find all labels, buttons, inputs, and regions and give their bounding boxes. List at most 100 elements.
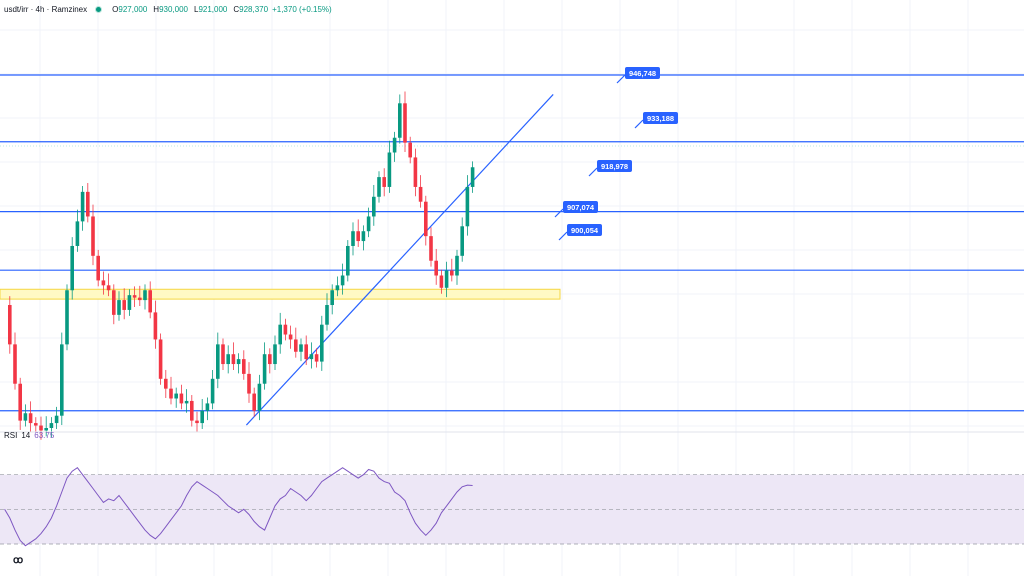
tradingview-logo-icon[interactable]: ꝏ	[13, 555, 23, 566]
candle-body	[273, 344, 277, 365]
candle-body	[413, 157, 418, 187]
candle-body	[65, 290, 69, 345]
candle-body	[132, 295, 137, 298]
candle-body	[408, 142, 412, 158]
price-label-pointer	[616, 74, 626, 84]
candle-body	[75, 221, 80, 246]
candle-body	[158, 339, 163, 379]
candle-body	[242, 359, 246, 374]
candle-body	[268, 354, 272, 365]
candle-body	[455, 255, 459, 276]
candle-body	[403, 103, 407, 143]
rsi-label[interactable]: RSI	[4, 431, 18, 440]
candle-body	[148, 290, 152, 313]
candle-body	[247, 373, 251, 394]
price-label-box	[567, 224, 602, 236]
candle-body	[86, 191, 90, 217]
close-value: 928,370	[239, 5, 269, 14]
open-value: 927,000	[118, 5, 148, 14]
candle-body	[54, 415, 59, 424]
candle-body	[153, 312, 158, 340]
candle-body	[309, 354, 314, 360]
candle-body	[70, 245, 74, 291]
candle-body	[257, 383, 262, 411]
candle-body	[231, 354, 236, 365]
candle-body	[122, 300, 126, 310]
candle-body	[372, 196, 376, 217]
candle-body	[179, 393, 184, 404]
candle-body	[174, 393, 178, 399]
support-zone	[0, 288, 561, 300]
candle-body	[392, 137, 397, 153]
price-label-1: 946,748	[629, 69, 656, 78]
candle-body	[60, 344, 64, 416]
rsi-legend: RSI 14 63.75	[4, 431, 54, 440]
candle-body	[465, 186, 470, 227]
candle-body	[23, 413, 28, 421]
candle-body	[49, 423, 54, 428]
symbol-legend: usdt/irr · 4h · Ramzinex O927,000 H930,0…	[4, 5, 332, 14]
price-label-pointer	[634, 119, 644, 129]
candle-body	[387, 152, 392, 187]
candle-body	[143, 290, 147, 301]
candle-body	[320, 324, 324, 362]
candle-body	[262, 354, 267, 384]
candle-body	[278, 324, 282, 345]
price-label-pointer	[588, 167, 598, 177]
candle-body	[294, 339, 298, 352]
candle-body	[377, 177, 381, 197]
candle-body	[190, 400, 194, 421]
candle-body	[210, 378, 215, 404]
candle-body	[450, 270, 454, 276]
price-label-box	[563, 201, 598, 213]
candle-body	[127, 295, 132, 310]
candle-body	[164, 378, 168, 389]
low-value: 921,000	[198, 5, 228, 14]
candle-body	[304, 344, 308, 360]
low-key: L	[194, 5, 199, 14]
candle-body	[169, 388, 173, 399]
high-value: 930,000	[159, 5, 188, 14]
rsi-value: 63.75	[34, 431, 55, 440]
change-value: +1,370 (+0.15%)	[272, 5, 332, 14]
candle-body	[117, 300, 121, 315]
market-status-icon	[95, 6, 103, 13]
candle-body	[91, 216, 95, 256]
trend-line	[245, 94, 554, 426]
candle-body	[236, 359, 241, 365]
price-label-2: 933,188	[647, 114, 674, 123]
candle-body	[335, 285, 340, 291]
candle-body	[205, 403, 210, 411]
candle-body	[252, 393, 256, 411]
candle-body	[34, 423, 38, 426]
candle-body	[288, 334, 293, 340]
price-label-box	[625, 67, 660, 79]
price-label-4: 907,074	[567, 203, 595, 212]
candle-body	[138, 297, 142, 301]
candle-body	[283, 324, 288, 335]
candle-body	[460, 226, 464, 256]
candle-body	[356, 231, 360, 242]
candle-body	[351, 231, 355, 246]
candle-body	[39, 425, 43, 431]
symbol-title[interactable]: usdt/irr · 4h · Ramzinex	[4, 5, 88, 14]
candle-body	[96, 255, 100, 281]
candle-body	[439, 275, 444, 288]
rsi-line	[4, 467, 473, 547]
close-key: C	[233, 5, 240, 14]
candle-body	[444, 270, 449, 288]
candle-body	[195, 420, 199, 424]
candle-body	[340, 275, 345, 286]
candle-body	[80, 191, 85, 222]
candle-body	[346, 245, 350, 276]
candle-body	[382, 177, 386, 187]
price-label-box	[643, 112, 678, 124]
candle-body	[330, 290, 334, 306]
candle-body	[28, 413, 33, 424]
open-key: O	[112, 5, 119, 14]
candle-body	[470, 167, 475, 187]
price-label-5: 900,054	[571, 226, 599, 235]
candle-body	[418, 186, 423, 202]
candle-body	[361, 231, 366, 242]
